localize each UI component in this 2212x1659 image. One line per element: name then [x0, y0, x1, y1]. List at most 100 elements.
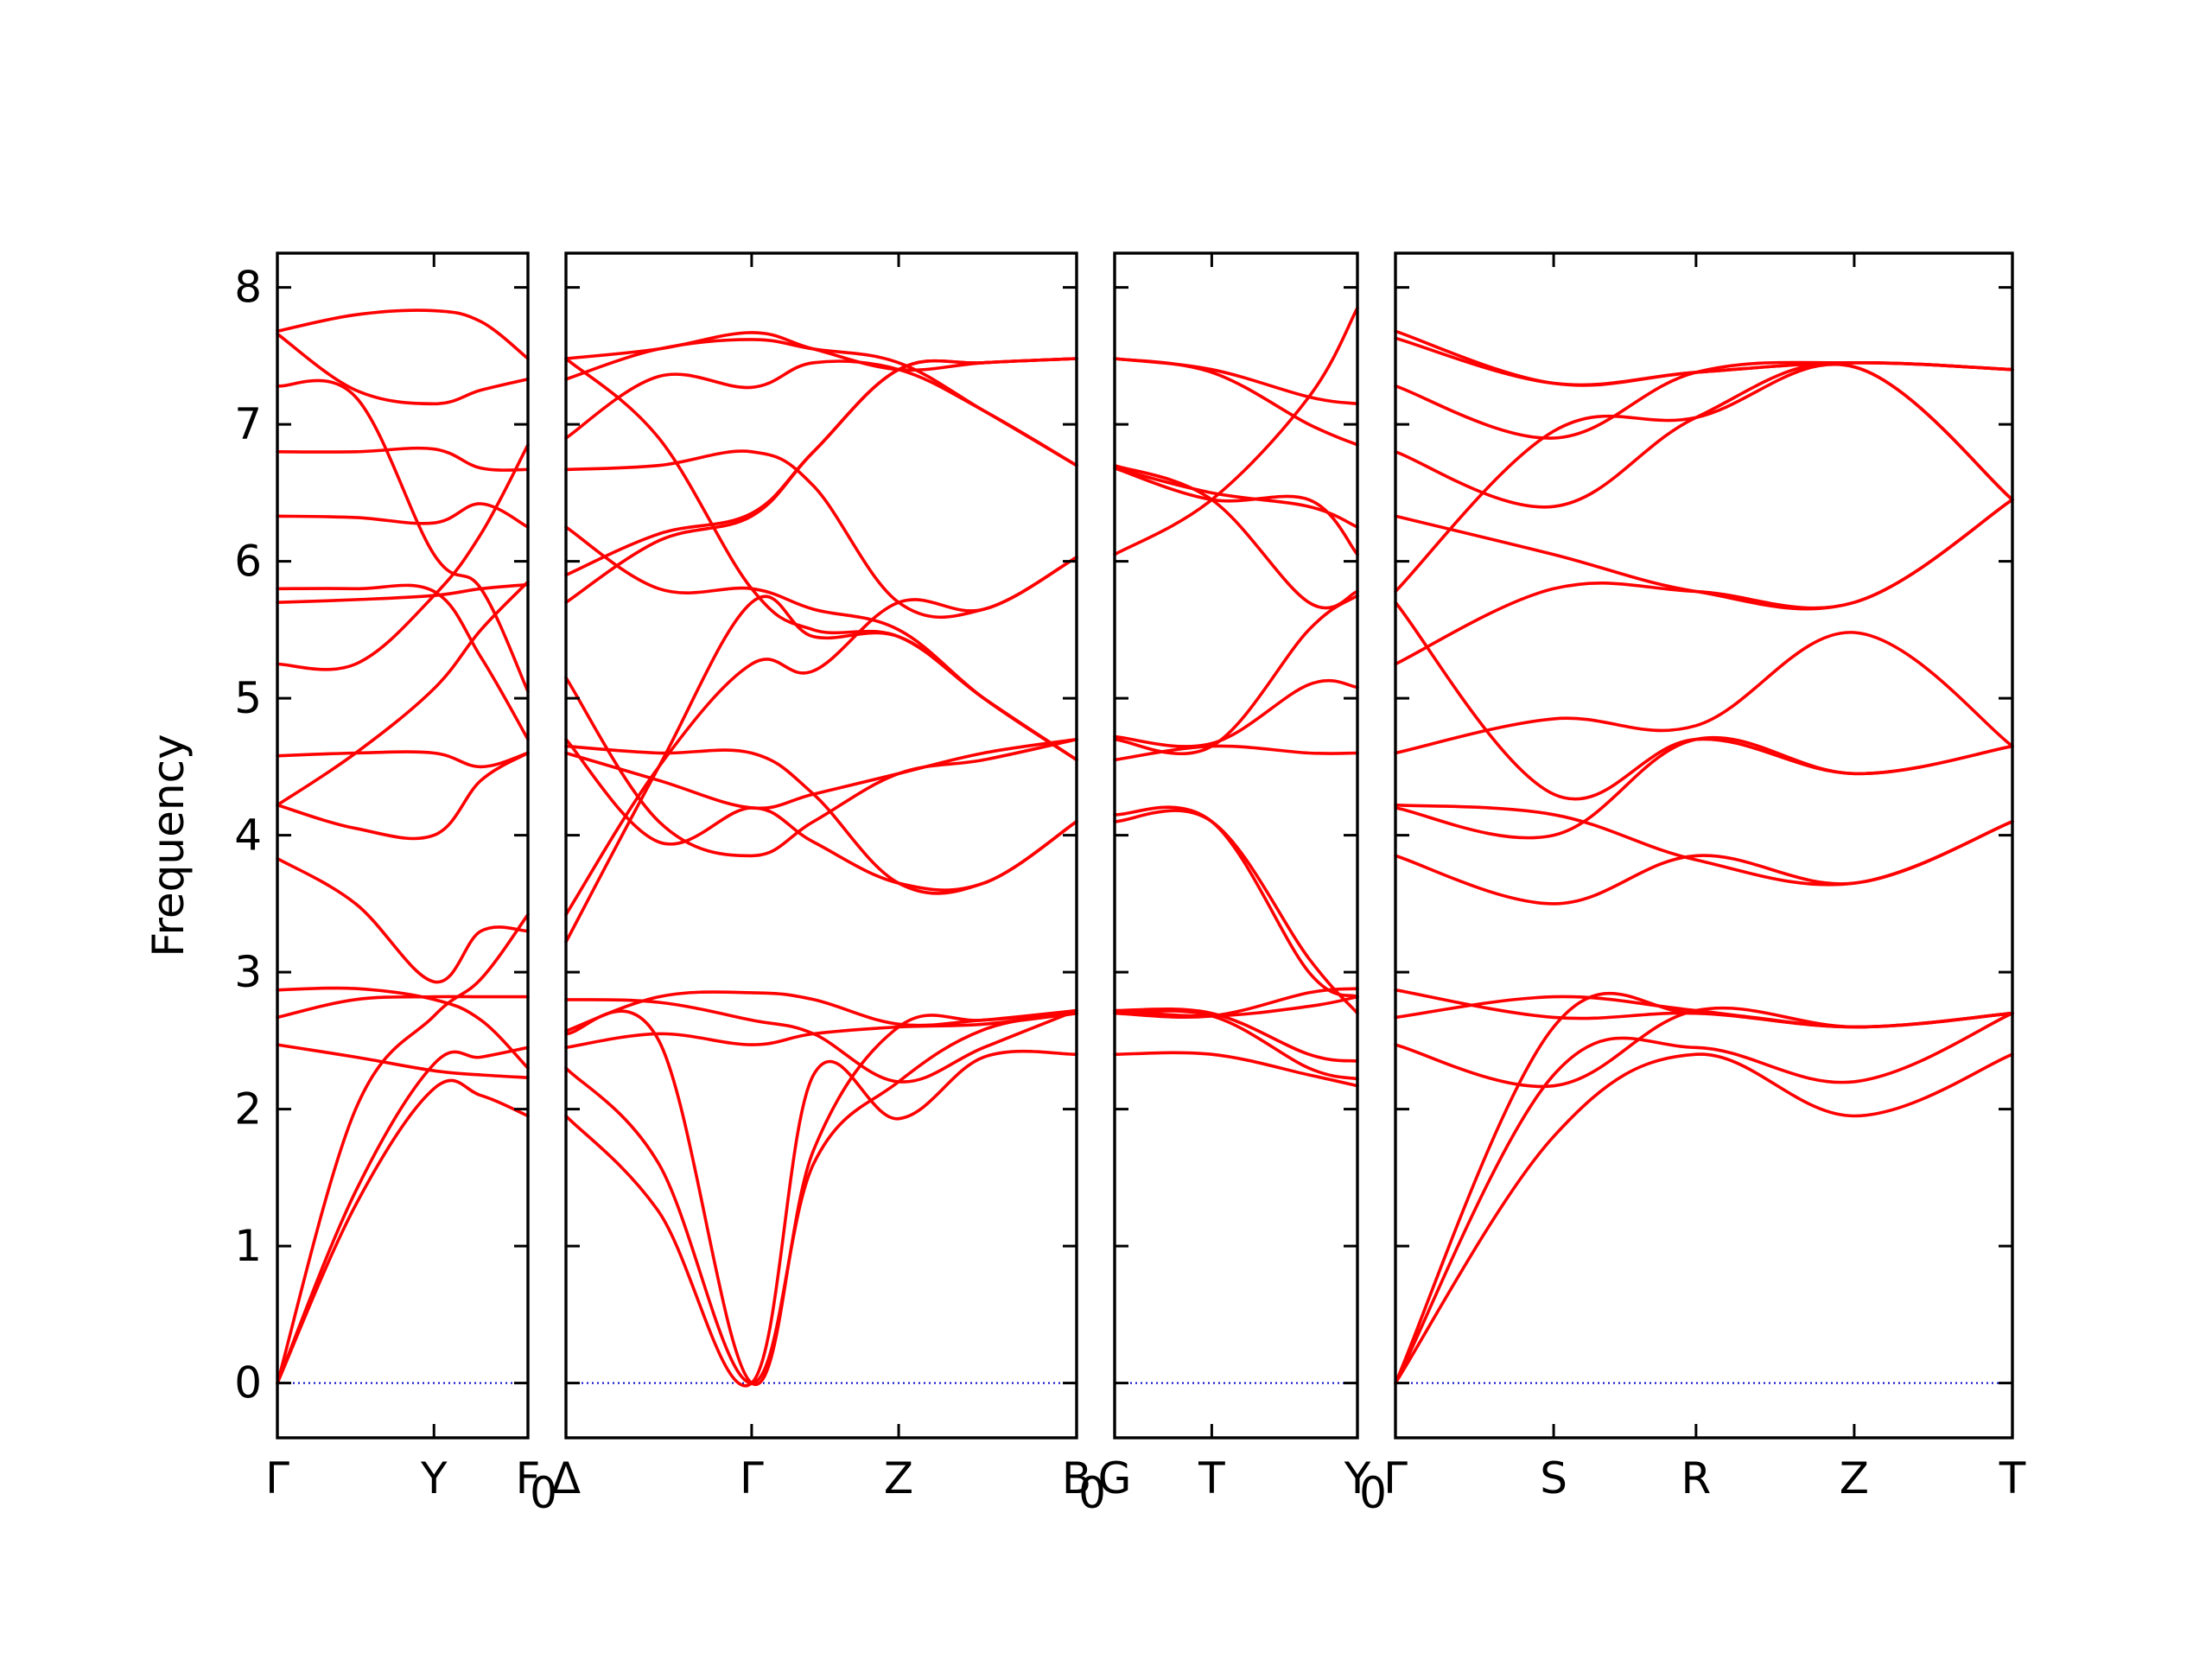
phonon-band	[564, 737, 1078, 810]
y-tick-label: 0	[234, 1358, 262, 1408]
phonon-band	[564, 737, 1078, 892]
phonon-band	[276, 1043, 530, 1079]
x-tick-label: 0	[1078, 1468, 1106, 1518]
y-tick-label: 8	[234, 263, 262, 313]
y-tick-label: 3	[234, 947, 262, 997]
x-tick-label: Z	[1840, 1453, 1869, 1503]
phonon-band	[564, 525, 1078, 762]
phonon-band	[1113, 594, 1359, 755]
x-tick-label: Z	[884, 1453, 913, 1503]
phonon-band	[1394, 1052, 2014, 1385]
phonon-band	[276, 856, 530, 984]
panel-frame	[276, 251, 530, 1440]
x-tick-label: Y	[1344, 1453, 1371, 1503]
phonon-band	[276, 580, 530, 807]
phonon-band	[1113, 1051, 1359, 1088]
x-tick-label: Δ	[551, 1453, 581, 1503]
phonon-band	[276, 750, 530, 769]
panel-2: Δ Γ Z B0	[551, 251, 1106, 1518]
phonon-band	[276, 1046, 530, 1385]
phonon-band	[1394, 601, 2014, 801]
phonon-band	[564, 1049, 1078, 1388]
phonon-band	[1394, 991, 2014, 1385]
phonon-band	[1394, 329, 2014, 387]
phonon-band	[276, 446, 530, 472]
phonon-band	[1113, 357, 1359, 447]
phonon-band	[276, 332, 530, 406]
phonon-band	[1113, 995, 1359, 1018]
phonon-band	[564, 338, 1078, 467]
x-tick-label: 0	[530, 1468, 557, 1518]
panel-3: G T Y0	[1098, 251, 1387, 1518]
phonon-band	[276, 502, 530, 529]
panel-frame	[1113, 251, 1359, 1440]
y-tick-label: 2	[234, 1084, 262, 1135]
panel-1: Γ Y F0	[265, 251, 557, 1518]
phonon-band	[276, 1078, 530, 1385]
phonon-band	[276, 751, 530, 841]
x-tick-label: S	[1540, 1453, 1567, 1503]
x-tick-label: Γ	[265, 1453, 289, 1503]
phonon-band	[1394, 735, 2014, 840]
y-axis-label: Frequency	[143, 734, 194, 957]
x-tick-label: R	[1681, 1453, 1711, 1503]
phonon-band	[564, 359, 1078, 467]
y-tick-label: 1	[234, 1221, 262, 1271]
phonon-band	[1113, 809, 1359, 1015]
phonon-band	[1113, 805, 1359, 999]
phonon-band	[276, 582, 530, 604]
phonon-band	[1113, 678, 1359, 748]
panel-frame	[564, 251, 1078, 1440]
x-tick-label: B	[1062, 1453, 1091, 1503]
phonon-band	[276, 995, 530, 1020]
x-tick-label: Y	[420, 1453, 448, 1503]
phonon-band	[1394, 362, 2014, 594]
phonon-band	[564, 331, 1078, 372]
x-tick-label: T	[1198, 1453, 1225, 1503]
phonon-band	[276, 583, 530, 741]
y-tick-label: 7	[234, 399, 262, 449]
y-tick-label: 4	[234, 810, 262, 861]
phonon-band	[1394, 362, 2014, 509]
phonon-band	[1113, 1009, 1359, 1081]
x-tick-label: F	[516, 1453, 541, 1503]
phonon-band	[1394, 498, 2014, 611]
band-panels: Γ Y F0Δ Γ Z B0G T Y0Γ S R Z T	[265, 251, 2026, 1518]
phonon-band	[1113, 1007, 1359, 1063]
phonon-band	[1113, 306, 1359, 556]
phonon-band	[276, 912, 530, 1385]
phonon-band	[1394, 803, 2014, 887]
phonon-band	[1394, 336, 2014, 387]
phonon-band	[564, 1008, 1078, 1387]
phonon-band	[276, 986, 530, 1070]
phonon-band	[1113, 744, 1359, 762]
phonon-band	[1113, 467, 1359, 529]
phonon-band	[564, 449, 1078, 619]
phonon-band	[1394, 360, 2014, 440]
x-tick-label: Γ	[1383, 1453, 1408, 1503]
phonon-band	[276, 308, 530, 360]
phonon-band	[564, 676, 1078, 858]
x-tick-label: T	[1999, 1453, 2026, 1503]
phonon-band	[1394, 1011, 2014, 1385]
phonon-band	[564, 1011, 1078, 1385]
phonon-band	[564, 744, 1078, 895]
y-tick-label: 5	[234, 673, 262, 723]
x-tick-label: 0	[1359, 1468, 1387, 1518]
phonon-band	[564, 357, 1078, 762]
phonon-band	[564, 990, 1078, 1033]
y-tick-labels: 0 1 2 3 4 5 6 7 8	[234, 263, 262, 1408]
phonon-band	[564, 594, 1078, 944]
phonon-band	[564, 357, 1078, 604]
panel-frame	[1394, 251, 2014, 1440]
phonon-band	[1394, 988, 2014, 1029]
phonon-band	[1394, 498, 2014, 666]
phonon-band	[1113, 463, 1359, 610]
x-tick-label: Γ	[740, 1453, 764, 1503]
phonon-band	[564, 998, 1078, 1084]
phonon-band	[276, 378, 530, 693]
phonon-band	[276, 443, 530, 671]
x-tick-label: G	[1098, 1453, 1132, 1503]
